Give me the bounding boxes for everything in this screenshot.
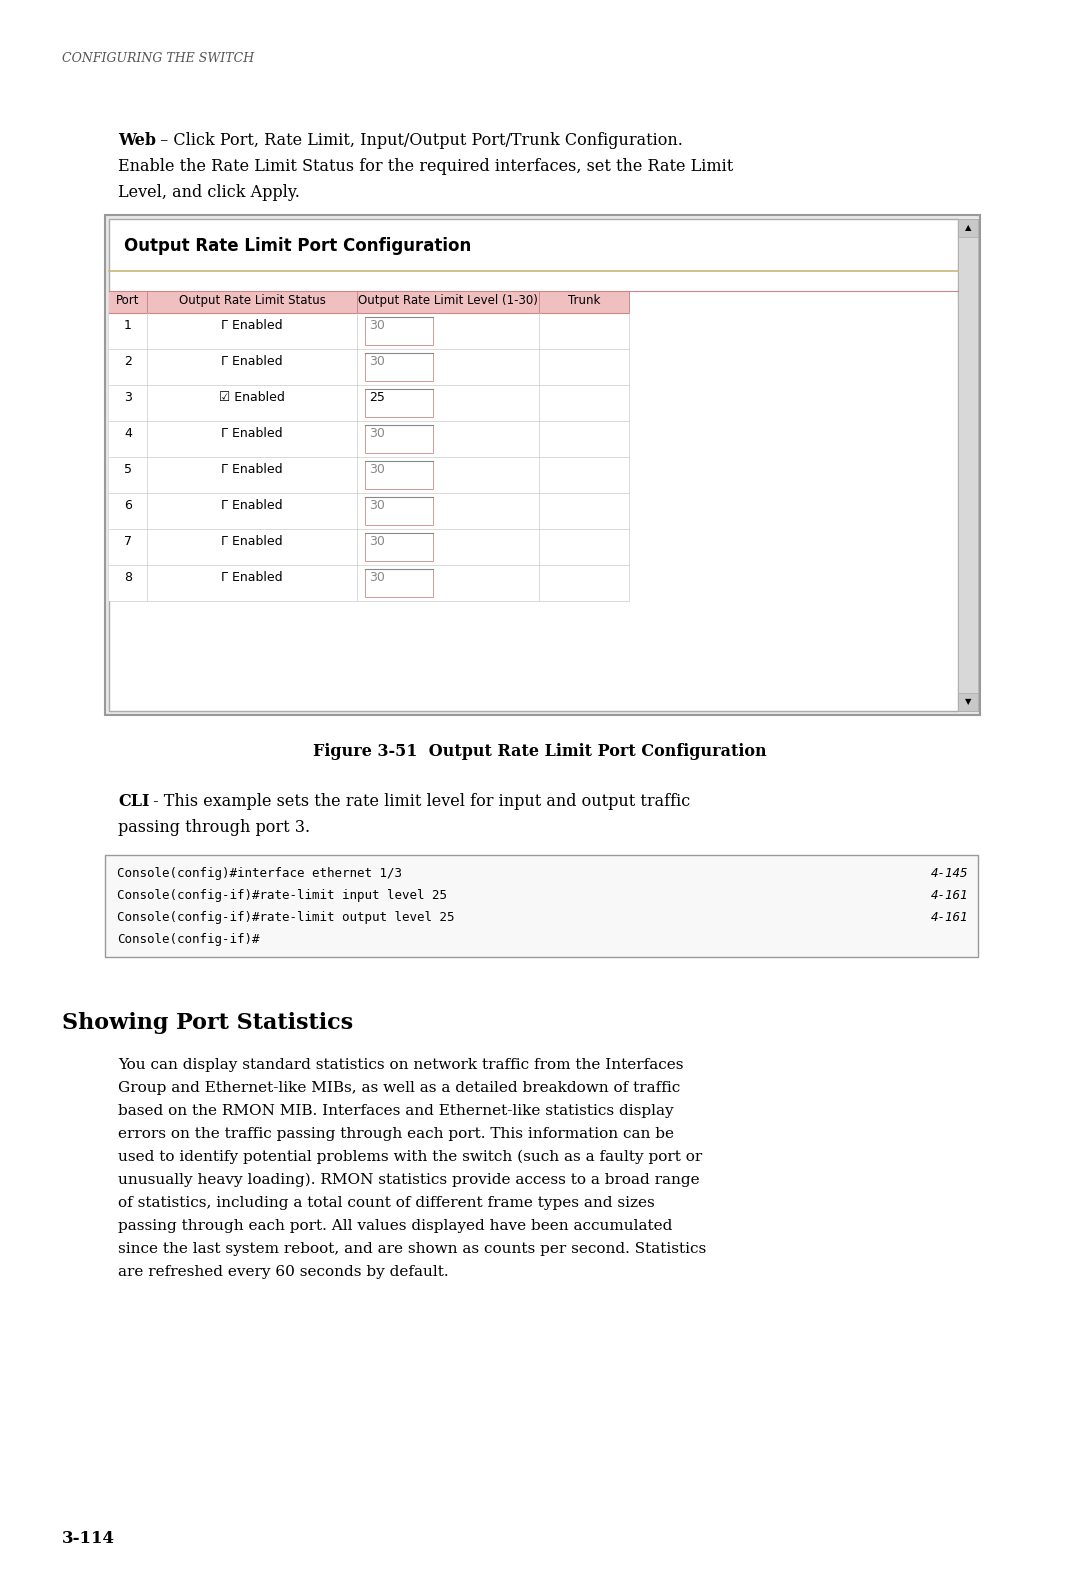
Text: 30: 30 [369,319,384,331]
Bar [365,462,433,488]
Text: Γ Enabled: Γ Enabled [221,427,283,440]
Text: 6: 6 [124,499,132,512]
Bar [365,425,433,454]
Text: based on the RMON MIB. Interfaces and Ethernet-like statistics display: based on the RMON MIB. Interfaces and Et… [118,1104,674,1118]
Text: Group and Ethernet-like MIBs, as well as a detailed breakdown of traffic: Group and Ethernet-like MIBs, as well as… [118,1082,680,1094]
Text: 8: 8 [124,571,132,584]
Bar [109,290,629,312]
Text: Figure 3-51  Output Rate Limit Port Configuration: Figure 3-51 Output Rate Limit Port Confi… [313,743,767,760]
Text: Showing Port Statistics: Showing Port Statistics [62,1013,353,1035]
Bar [105,856,978,958]
Text: 3: 3 [124,391,132,403]
Text: Port: Port [117,294,139,308]
Text: CONFIGURING THE SWITCH: CONFIGURING THE SWITCH [62,52,254,64]
Text: Console(config-if)#: Console(config-if)# [117,933,259,947]
Bar [365,532,433,560]
Text: ▲: ▲ [964,223,971,232]
Text: passing through port 3.: passing through port 3. [118,820,310,835]
Text: ☑ Enabled: ☑ Enabled [219,391,285,403]
Text: 2: 2 [124,355,132,367]
Text: passing through each port. All values displayed have been accumulated: passing through each port. All values di… [118,1218,673,1232]
Bar [365,389,433,418]
Bar [109,218,958,711]
Bar [109,493,629,529]
Text: used to identify potential problems with the switch (such as a faulty port or: used to identify potential problems with… [118,1149,702,1165]
Bar [109,421,629,457]
Text: Γ Enabled: Γ Enabled [221,319,283,331]
Text: Output Rate Limit Status: Output Rate Limit Status [178,294,325,308]
Text: Γ Enabled: Γ Enabled [221,355,283,367]
Text: 30: 30 [369,427,384,440]
Text: 3-114: 3-114 [62,1531,114,1546]
Bar [365,498,433,524]
Text: CLI: CLI [118,793,149,810]
Text: Console(config)#interface ethernet 1/3: Console(config)#interface ethernet 1/3 [117,867,402,881]
Bar [958,218,978,237]
Text: Console(config-if)#rate-limit output level 25: Console(config-if)#rate-limit output lev… [117,911,455,925]
Text: since the last system reboot, and are shown as counts per second. Statistics: since the last system reboot, and are sh… [118,1242,706,1256]
Text: - This example sets the rate limit level for input and output traffic: - This example sets the rate limit level… [148,793,690,810]
Text: unusually heavy loading). RMON statistics provide access to a broad range: unusually heavy loading). RMON statistic… [118,1173,700,1187]
Text: 4-161: 4-161 [931,889,968,903]
Text: Enable the Rate Limit Status for the required interfaces, set the Rate Limit: Enable the Rate Limit Status for the req… [118,159,733,174]
Text: 4-161: 4-161 [931,911,968,925]
Bar [109,529,629,565]
Text: Console(config-if)#rate-limit input level 25: Console(config-if)#rate-limit input leve… [117,889,447,903]
Text: Web: Web [118,132,156,149]
Text: You can display standard statistics on network traffic from the Interfaces: You can display standard statistics on n… [118,1058,684,1072]
Bar [105,215,980,714]
Text: 25: 25 [369,391,384,403]
Bar [109,385,629,421]
Text: – Click Port, Rate Limit, Input/Output Port/Trunk Configuration.: – Click Port, Rate Limit, Input/Output P… [156,132,683,149]
Text: 30: 30 [369,463,384,476]
Bar [109,312,629,349]
Text: Γ Enabled: Γ Enabled [221,535,283,548]
Bar [365,317,433,345]
Bar [365,353,433,382]
Text: Trunk: Trunk [568,294,600,308]
Text: 30: 30 [369,499,384,512]
Bar [109,457,629,493]
Text: 7: 7 [124,535,132,548]
Bar [958,218,978,711]
Bar [365,568,433,597]
Bar [958,692,978,711]
Text: Γ Enabled: Γ Enabled [221,571,283,584]
Bar [109,565,629,601]
Text: errors on the traffic passing through each port. This information can be: errors on the traffic passing through ea… [118,1127,674,1141]
Text: 30: 30 [369,535,384,548]
Text: Γ Enabled: Γ Enabled [221,463,283,476]
Text: 5: 5 [124,463,132,476]
Text: Output Rate Limit Port Configuration: Output Rate Limit Port Configuration [124,237,471,254]
Text: Output Rate Limit Level (1-30): Output Rate Limit Level (1-30) [359,294,538,308]
Text: 30: 30 [369,355,384,367]
Text: Level, and click Apply.: Level, and click Apply. [118,184,300,201]
Text: 4-145: 4-145 [931,867,968,881]
Text: Γ Enabled: Γ Enabled [221,499,283,512]
Text: of statistics, including a total count of different frame types and sizes: of statistics, including a total count o… [118,1196,654,1210]
Text: 1: 1 [124,319,132,331]
Text: 4: 4 [124,427,132,440]
Text: ▼: ▼ [964,697,971,706]
Text: 30: 30 [369,571,384,584]
Bar [109,349,629,385]
Text: are refreshed every 60 seconds by default.: are refreshed every 60 seconds by defaul… [118,1265,448,1280]
